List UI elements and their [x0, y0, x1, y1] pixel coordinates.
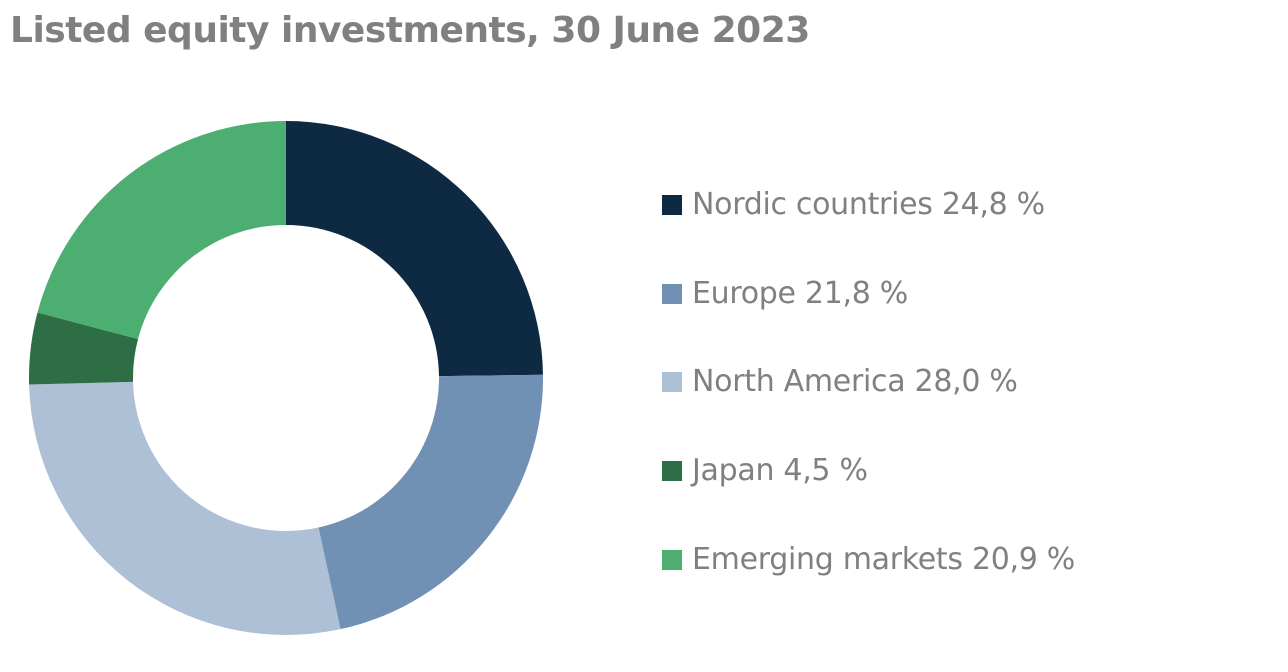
legend-label: North America 28,0 %	[692, 364, 1018, 399]
chart-title: Listed equity investments, 30 June 2023	[10, 10, 810, 51]
legend-item-japan: Japan 4,5 %	[662, 453, 868, 488]
legend-label: Emerging markets 20,9 %	[692, 542, 1075, 577]
legend-swatch	[662, 460, 682, 481]
legend-item-europe: Europe 21,8 %	[662, 276, 908, 311]
donut-chart	[29, 121, 543, 635]
legend-label: Nordic countries 24,8 %	[692, 187, 1045, 222]
slice-japan	[29, 312, 139, 385]
legend-item-north-america: North America 28,0 %	[662, 364, 1018, 399]
slice-europe	[318, 374, 543, 630]
legend-label: Europe 21,8 %	[692, 276, 908, 311]
legend-swatch	[662, 371, 682, 392]
slice-nordic-countries	[286, 121, 543, 377]
legend-swatch	[662, 549, 682, 570]
slice-emerging-markets	[37, 121, 286, 340]
legend-swatch	[662, 283, 682, 304]
legend-swatch	[662, 194, 682, 215]
legend-item-emerging-markets: Emerging markets 20,9 %	[662, 542, 1075, 577]
legend-item-nordic-countries: Nordic countries 24,8 %	[662, 187, 1045, 222]
legend-label: Japan 4,5 %	[692, 453, 868, 488]
slice-north-america	[29, 381, 341, 635]
